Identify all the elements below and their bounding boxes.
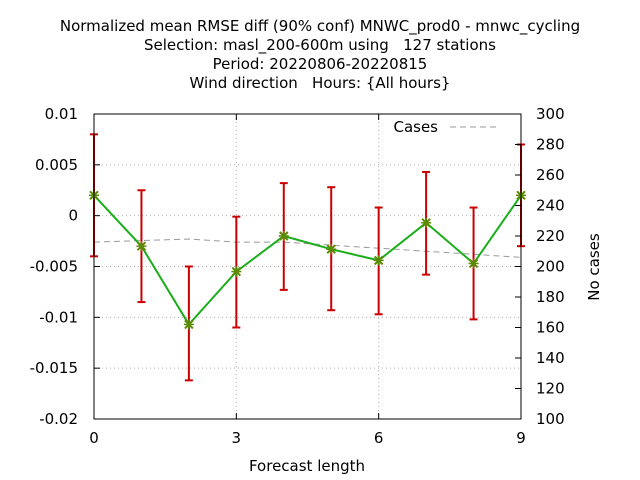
x-tick-label: 6: [374, 429, 384, 447]
y-tick-label: 0.005: [35, 156, 78, 174]
y2-tick-label: 280: [536, 136, 565, 154]
x-tick-label: 0: [89, 429, 99, 447]
diff-point: [373, 255, 384, 266]
y2-axis-label: No cases: [585, 233, 603, 301]
y-tick-label: 0.01: [45, 105, 78, 123]
diff-point: [183, 319, 194, 330]
chart-title-line-1: Normalized mean RMSE diff (90% conf) MNW…: [59, 17, 581, 35]
y2-tick-label: 260: [536, 166, 565, 184]
diff-line: [93, 194, 522, 327]
diff-point: [421, 217, 432, 228]
legend: Cases: [393, 118, 500, 136]
y-tick-label: -0.02: [39, 410, 78, 428]
diff-point: [136, 241, 147, 252]
y2-tick-label: 160: [536, 319, 565, 337]
diff-point: [326, 244, 337, 255]
chart-title-line-2: Selection: masl_200-600m using 127 stati…: [144, 36, 496, 54]
y2-tick-label: 180: [536, 288, 565, 306]
y-tick-label: -0.015: [30, 359, 78, 377]
y2-tick-label: 300: [536, 105, 565, 123]
x-axis-label: Forecast length: [249, 457, 365, 475]
diff-point: [231, 266, 242, 277]
diff-point: [468, 258, 479, 269]
y2-tick-label: 140: [536, 349, 565, 367]
legend-label-cases: Cases: [393, 118, 438, 136]
x-tick-label: 3: [232, 429, 242, 447]
x-tick-label: 9: [516, 429, 526, 447]
y-tick-label: 0: [68, 207, 78, 225]
chart-title-line-3: Period: 20220806-20220815: [212, 55, 428, 73]
y2-tick-label: 100: [536, 410, 565, 428]
y2-tick-label: 220: [536, 227, 565, 245]
y-tick-label: -0.005: [30, 258, 78, 276]
y2-tick-label: 240: [536, 197, 565, 215]
y2-tick-label: 200: [536, 258, 565, 276]
diff-point: [278, 231, 289, 241]
y2-tick-label: 120: [536, 380, 565, 398]
y-tick-label: -0.01: [39, 308, 78, 326]
chart-title-line-4: Wind direction Hours: {All hours}: [189, 74, 451, 92]
